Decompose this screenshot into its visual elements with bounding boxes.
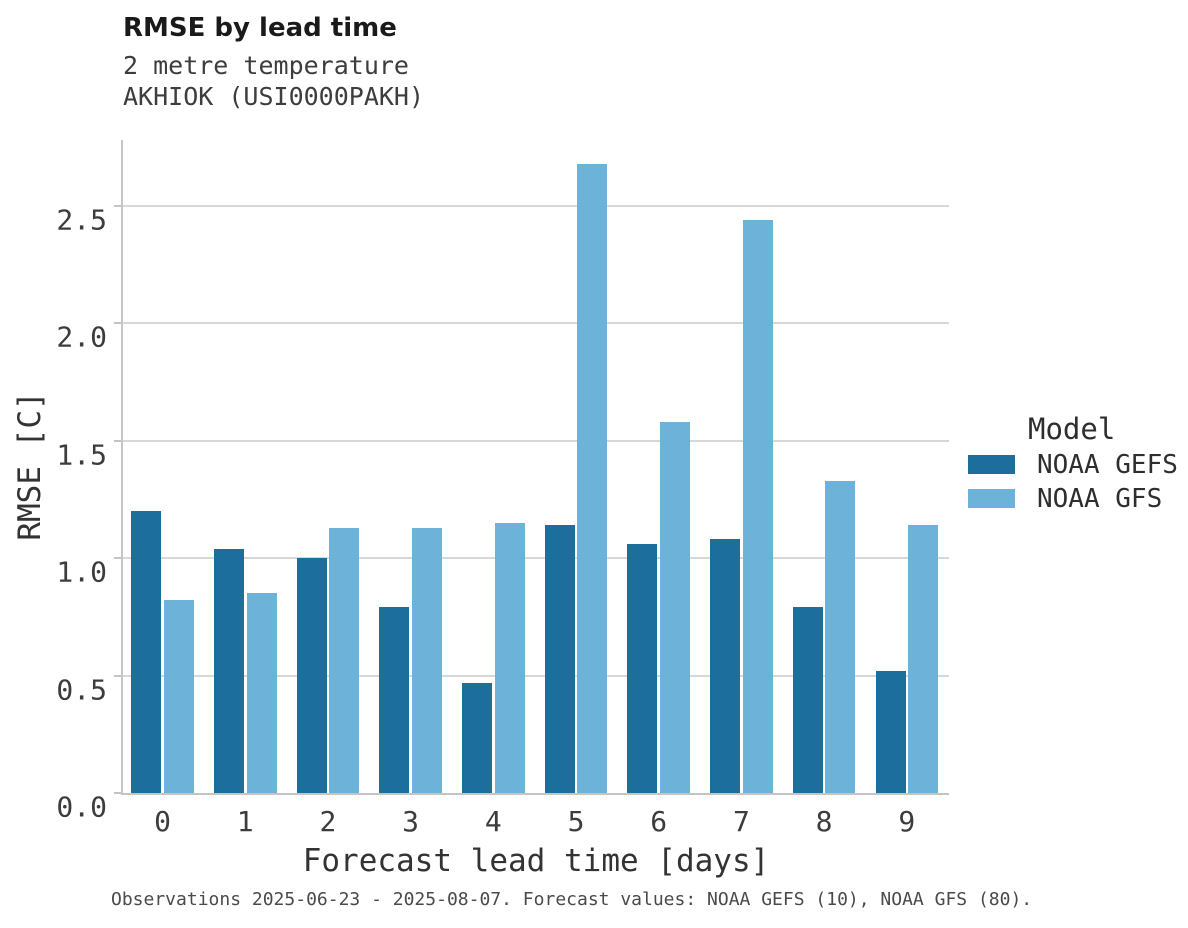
footer-note: Observations 2025-06-23 - 2025-08-07. Fo… (111, 889, 1033, 910)
gridline-y-2.0 (123, 322, 949, 325)
bar-noaa-gefs-lead-0 (131, 511, 162, 793)
bar-noaa-gefs-lead-1 (213, 548, 244, 793)
x-tick-label-9: 9 (898, 805, 916, 838)
gridline-y-0.5 (123, 674, 949, 677)
chart-title: RMSE by lead time (123, 13, 397, 43)
x-tick-label-8: 8 (815, 805, 833, 838)
bar-noaa-gefs-lead-8 (792, 607, 823, 793)
chart-subtitle-line1: 2 metre temperature (123, 51, 409, 80)
x-tick-label-5: 5 (567, 805, 585, 838)
y-axis-line (121, 140, 123, 793)
bar-noaa-gefs-lead-2 (296, 558, 327, 793)
bar-noaa-gfs-lead-5 (577, 163, 608, 793)
bar-noaa-gfs-lead-7 (742, 219, 773, 793)
gridline-y-1.5 (123, 439, 949, 442)
legend-label-noaa-gefs: NOAA GEFS (1037, 450, 1178, 480)
bar-noaa-gfs-lead-1 (246, 593, 277, 793)
chart-subtitle-line2: AKHIOK (USI0000PAKH) (123, 82, 425, 111)
legend-swatch-noaa-gfs (968, 489, 1015, 508)
y-tick-mark-1.0 (114, 557, 122, 560)
y-tick-label-2.5: 2.5 (56, 203, 107, 237)
x-axis-title: Forecast lead time [days] (302, 843, 770, 879)
bar-noaa-gefs-lead-7 (710, 539, 741, 793)
plot-area: 0.0 0.5 1.0 1.5 2.0 2.5 0 1 2 3 4 5 6 7 8 9 (56, 140, 949, 838)
bar-noaa-gefs-lead-6 (627, 544, 658, 793)
bar-noaa-gfs-lead-0 (163, 600, 194, 793)
x-tick-label-3: 3 (402, 805, 420, 838)
y-tick-label-1.5: 1.5 (56, 438, 107, 472)
y-tick-mark-2.5 (114, 204, 122, 207)
y-tick-label-2.0: 2.0 (56, 320, 107, 354)
y-tick-mark-0.5 (114, 674, 122, 677)
x-tick-label-6: 6 (650, 805, 668, 838)
gridline-y-1.0 (123, 557, 949, 560)
bar-noaa-gfs-lead-4 (494, 522, 525, 793)
bar-noaa-gfs-lead-9 (908, 525, 939, 793)
bar-noaa-gfs-lead-6 (660, 421, 690, 793)
legend-swatch-noaa-gefs (968, 455, 1015, 474)
bar-noaa-gefs-lead-3 (379, 607, 410, 793)
x-tick-label-1: 1 (236, 805, 254, 838)
legend-label-noaa-gfs: NOAA GFS (1037, 484, 1163, 514)
y-tick-label-1.0: 1.0 (56, 555, 107, 589)
x-tick-label-7: 7 (732, 805, 750, 838)
gridline-y-2.5 (123, 204, 949, 207)
x-tick-label-2: 2 (319, 805, 337, 838)
y-tick-mark-2.0 (114, 322, 122, 325)
y-tick-mark-1.5 (114, 439, 122, 442)
y-tick-mark-0.0 (114, 792, 122, 794)
bar-noaa-gefs-lead-9 (875, 670, 906, 793)
bar-noaa-gfs-lead-3 (411, 527, 442, 793)
bar-noaa-gefs-lead-4 (462, 682, 492, 793)
chart-subtitle: 2 metre temperature AKHIOK (USI0000PAKH) (123, 50, 424, 112)
y-tick-label-0.5: 0.5 (56, 673, 107, 707)
bar-noaa-gfs-lead-8 (825, 480, 856, 793)
y-axis-title: RMSE [C] (12, 391, 48, 541)
y-tick-label-0.0: 0.0 (56, 790, 107, 824)
bar-noaa-gefs-lead-5 (544, 525, 575, 793)
x-tick-label-4: 4 (484, 805, 502, 838)
x-tick-label-0: 0 (154, 805, 171, 838)
legend-title: Model (1028, 412, 1116, 446)
bar-noaa-gfs-lead-2 (329, 527, 360, 793)
x-axis-line (121, 793, 949, 795)
